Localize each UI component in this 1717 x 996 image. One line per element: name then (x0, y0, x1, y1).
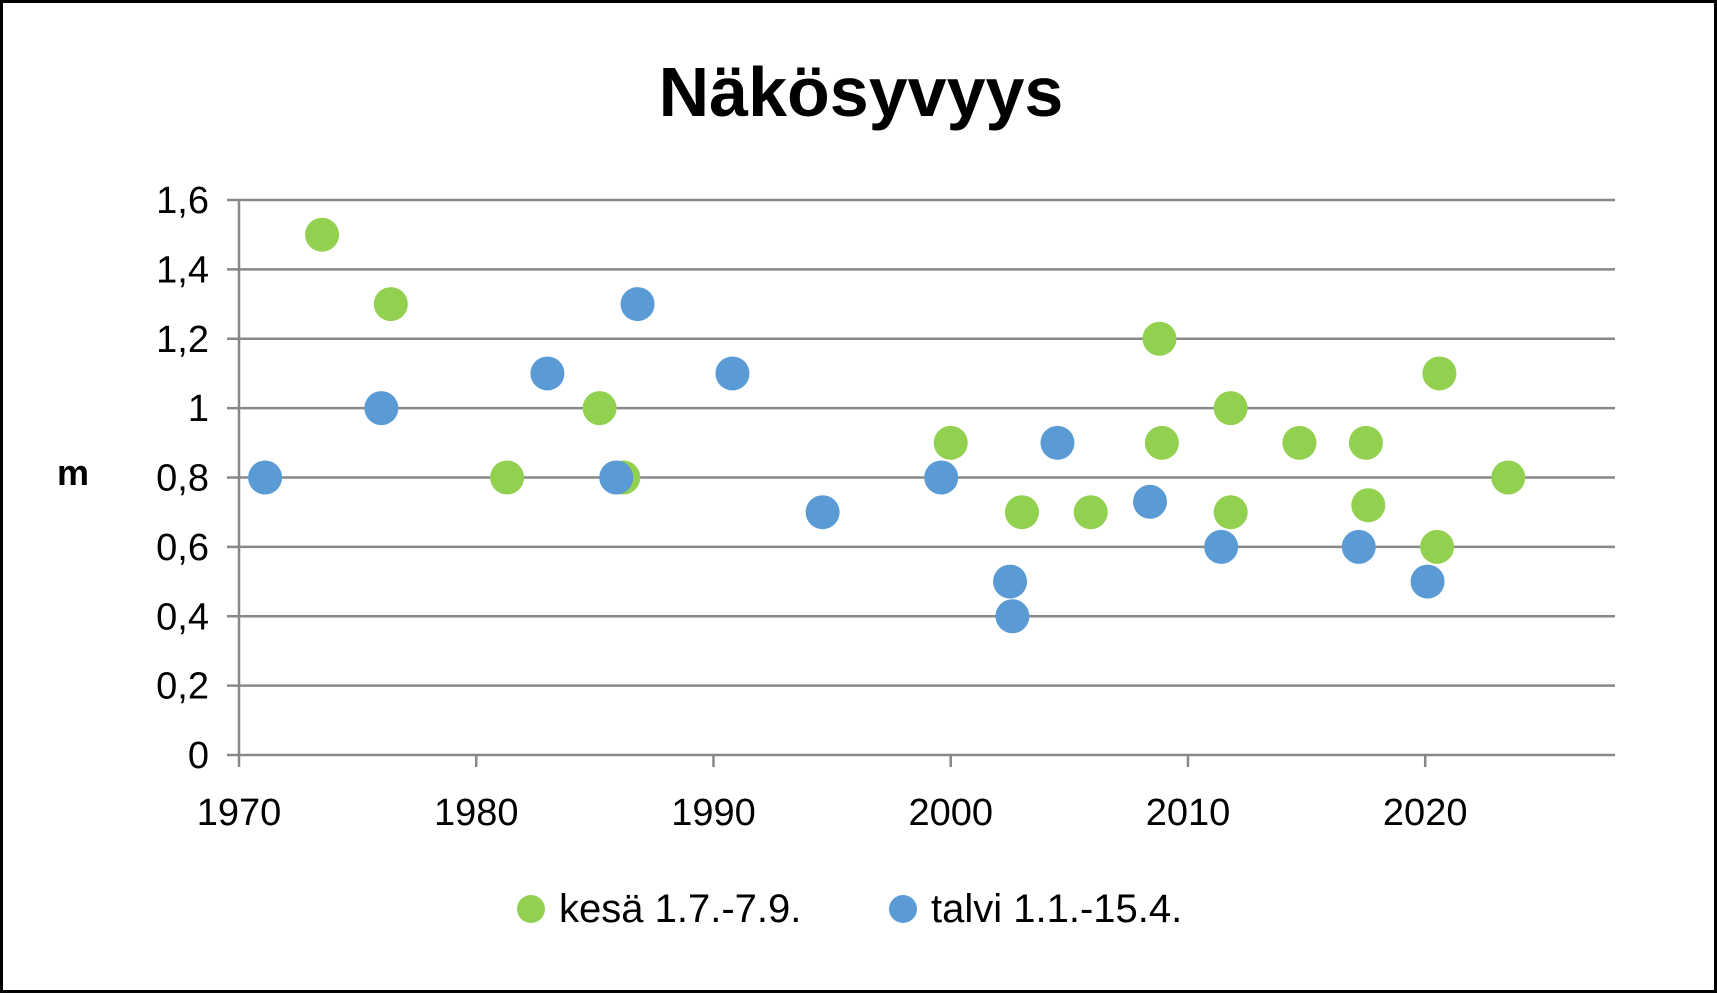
data-point (1410, 564, 1445, 599)
data-point (530, 356, 565, 391)
data-point (993, 564, 1028, 599)
data-point (1282, 425, 1317, 460)
data-point (1040, 425, 1075, 460)
data-point (1420, 529, 1455, 564)
data-point (1142, 321, 1177, 356)
data-point (1204, 529, 1239, 564)
data-point (1341, 529, 1376, 564)
series-1 (305, 217, 1526, 564)
chart-title: Näkösyvyys (659, 53, 1064, 131)
legend-marker (889, 895, 917, 923)
x-tick-label: 1970 (197, 792, 282, 834)
data-point (1491, 460, 1526, 495)
y-tick-label: 0,4 (156, 596, 209, 638)
data-point (1144, 425, 1179, 460)
data-point (248, 460, 283, 495)
legend-label: talvi 1.1.-15.4. (931, 887, 1182, 931)
data-point (805, 495, 840, 530)
data-point (1213, 391, 1248, 426)
y-tick-label: 0,2 (156, 666, 209, 708)
x-tick-label: 1980 (434, 792, 519, 834)
y-axis-label: m (57, 452, 89, 493)
data-point (1348, 425, 1383, 460)
axes (227, 198, 1615, 767)
data-point (933, 425, 968, 460)
data-point (620, 287, 655, 322)
x-tick-label: 2010 (1146, 792, 1231, 834)
legend-marker (517, 895, 545, 923)
y-tick-label: 1 (188, 388, 209, 430)
data-point (1004, 495, 1039, 530)
data-point (599, 460, 634, 495)
data-point (1073, 495, 1108, 530)
y-tick-label: 1,4 (156, 249, 209, 291)
data-point (364, 391, 399, 426)
data-points (248, 217, 1526, 634)
scatter-chart: Näkösyvyys 00,20,40,60,811,21,41,6 1970 1… (57, 53, 1615, 931)
data-point (1213, 495, 1248, 530)
data-point (924, 460, 959, 495)
x-tick-label: 2020 (1383, 792, 1468, 834)
y-tick-label: 0,6 (156, 527, 209, 569)
y-tick-label: 0 (188, 735, 209, 777)
data-point (305, 217, 340, 252)
data-point (490, 460, 525, 495)
x-tick-labels: 1970 1980 1990 2000 2010 2020 (197, 792, 1468, 834)
gridlines (239, 198, 1615, 687)
legend-label: kesä 1.7.-7.9. (559, 887, 801, 931)
data-point (373, 287, 408, 322)
data-point (1351, 488, 1386, 523)
data-point (1422, 356, 1457, 391)
y-tick-label: 0,8 (156, 458, 209, 500)
series-2 (248, 287, 1445, 634)
x-tick-label: 1990 (671, 792, 756, 834)
data-point (582, 391, 617, 426)
y-tick-label: 1,2 (156, 319, 209, 361)
y-tick-labels: 0 0,2 0,4 0,6 0,8 1 1,2 1,4 1,6 (156, 180, 209, 777)
y-tick-label: 1,6 (156, 180, 209, 222)
data-point (995, 599, 1030, 634)
legend: kesä 1.7.-7.9. talvi 1.1.-15.4. (517, 887, 1182, 931)
data-point (1133, 484, 1168, 519)
data-point (715, 356, 750, 391)
x-tick-label: 2000 (908, 792, 993, 834)
